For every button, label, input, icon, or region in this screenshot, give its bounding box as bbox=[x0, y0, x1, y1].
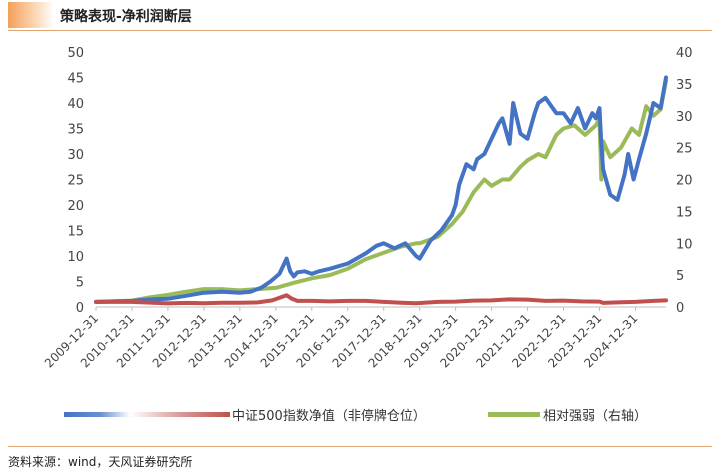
right-axis-tick-label: 25 bbox=[676, 142, 693, 157]
left-axis-tick-label: 15 bbox=[67, 225, 84, 240]
legend-label-relative-strength: 相对强弱（右轴） bbox=[543, 409, 647, 424]
header-accent-mark bbox=[8, 2, 54, 28]
left-axis-tick-label: 35 bbox=[67, 123, 84, 138]
series-line-csi500 bbox=[94, 293, 668, 306]
right-axis-tick-label: 35 bbox=[676, 78, 693, 93]
chart-title: 策略表现-净利润断层 bbox=[60, 9, 192, 25]
series-line-net-profit-gap bbox=[94, 75, 668, 304]
chart-series bbox=[94, 75, 668, 306]
footer-divider bbox=[8, 446, 712, 447]
right-axis-tick-label: 10 bbox=[676, 237, 693, 252]
chart-header: 策略表现-净利润断层 bbox=[0, 0, 720, 32]
chart-legend: 中证500指数净值（非停牌仓位） 相对强弱（右轴） bbox=[64, 408, 647, 424]
left-axis-tick-label: 20 bbox=[67, 199, 84, 214]
legend-swatch-relative-strength bbox=[488, 412, 540, 417]
source-note: 资料来源：wind，天风证券研究所 bbox=[8, 455, 193, 469]
legend-label-csi500: 中证500指数净值（非停牌仓位） bbox=[232, 408, 426, 424]
left-axis-tick-label: 0 bbox=[76, 301, 84, 316]
right-axis-tick-label: 20 bbox=[676, 174, 693, 189]
left-axis-tick-label: 10 bbox=[67, 250, 84, 265]
right-axis-tick-label: 5 bbox=[676, 269, 684, 284]
left-axis-tick-label: 25 bbox=[67, 174, 84, 189]
right-axis-tick-label: 30 bbox=[676, 110, 693, 125]
left-axis-tick-label: 40 bbox=[67, 97, 84, 112]
right-axis-tick-label: 15 bbox=[676, 205, 693, 220]
left-axis-tick-label: 45 bbox=[67, 72, 84, 87]
legend-swatch-csi500 bbox=[64, 412, 230, 417]
series-line-relative-strength bbox=[94, 78, 668, 304]
header-divider bbox=[8, 30, 712, 31]
left-axis-tick-label: 50 bbox=[67, 46, 84, 61]
right-axis-tick-label: 40 bbox=[676, 46, 693, 61]
chart-axes: 0510152025303540455005101520253035402009… bbox=[42, 46, 693, 370]
left-axis-tick-label: 30 bbox=[67, 148, 84, 163]
left-axis-tick-label: 5 bbox=[76, 276, 84, 291]
right-axis-tick-label: 0 bbox=[676, 301, 684, 316]
